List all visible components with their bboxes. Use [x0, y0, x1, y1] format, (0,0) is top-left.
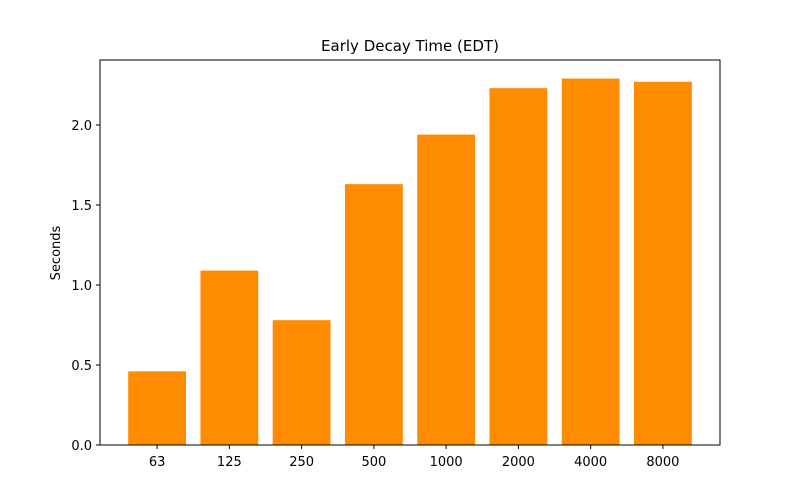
bar: [200, 270, 259, 445]
y-axis-label: Seconds: [49, 225, 64, 280]
x-tick-label: 4000: [574, 455, 607, 470]
axes-frame: [99, 59, 721, 446]
x-tick-label: 500: [361, 455, 386, 470]
bar: [417, 134, 476, 445]
chart-title: Early Decay Time (EDT): [321, 37, 499, 55]
bar: [634, 81, 692, 445]
x-tick-label: 250: [289, 455, 314, 470]
x-tick-label: 2000: [502, 455, 535, 470]
bar: [344, 184, 403, 445]
x-tick-label: 125: [217, 455, 242, 470]
y-tick-label: 0.0: [71, 439, 92, 454]
x-tick-label: 8000: [646, 455, 679, 470]
y-tick-label: 0.5: [71, 359, 92, 374]
bar: [128, 371, 186, 445]
y-tick-label: 1.0: [71, 279, 92, 294]
bar: [489, 88, 548, 445]
x-tick-label: 63: [149, 455, 166, 470]
y-tick-label: 1.5: [71, 199, 92, 214]
x-tick-label: 1000: [430, 455, 463, 470]
bar: [272, 320, 331, 445]
bar: [561, 78, 620, 446]
y-tick-label: 2.0: [71, 119, 92, 134]
